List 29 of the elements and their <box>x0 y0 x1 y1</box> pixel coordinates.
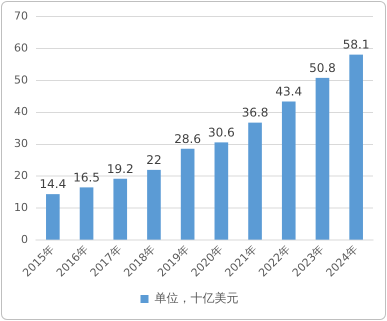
y-tick-label: 70 <box>14 9 28 22</box>
bar <box>180 148 194 240</box>
bar <box>248 122 262 240</box>
data-label: 36.8 <box>242 106 268 120</box>
bar <box>147 170 161 240</box>
bar <box>46 194 60 240</box>
data-label: 19.2 <box>106 162 134 176</box>
y-tick-label: 60 <box>14 41 28 54</box>
y-tick-label: 40 <box>14 105 28 118</box>
y-tick-label: 30 <box>14 137 28 150</box>
data-label: 30.6 <box>208 126 235 140</box>
bar <box>214 142 228 240</box>
y-tick-label: 0 <box>20 232 28 246</box>
bar <box>113 178 128 240</box>
data-label: 50.8 <box>309 61 336 76</box>
data-label: 16.5 <box>73 170 100 185</box>
bar <box>316 78 330 240</box>
legend-label: 单位，十亿美元 <box>154 291 238 306</box>
data-label: 43.4 <box>275 84 302 99</box>
data-label: 14.4 <box>39 177 66 192</box>
bar <box>282 102 296 240</box>
data-label: 58.1 <box>342 38 370 52</box>
y-tick-label: 20 <box>14 169 28 182</box>
bar <box>349 54 363 240</box>
y-tick-label: 10 <box>14 201 28 214</box>
y-tick-label: 50 <box>14 73 28 86</box>
bar <box>80 187 94 240</box>
data-label: 22 <box>146 152 162 167</box>
data-label: 28.6 <box>174 132 202 146</box>
